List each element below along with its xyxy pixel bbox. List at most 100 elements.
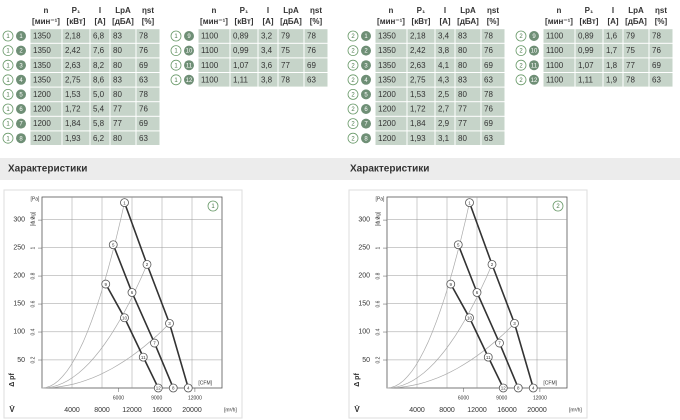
point-label: 7 <box>498 341 501 346</box>
variant-number: 2 <box>351 49 355 55</box>
row-marker <box>184 60 194 71</box>
x-label: V̇ <box>9 405 15 414</box>
table-cell <box>62 116 90 131</box>
operating-point <box>465 313 474 323</box>
y2-tick-label: 0.2 <box>375 356 381 363</box>
point-label: 2 <box>146 262 149 267</box>
table-value: 1,9 <box>606 75 618 84</box>
x-tick-label: 8000 <box>94 407 110 414</box>
table-value: 4,1 <box>438 61 450 70</box>
x2-tick-label: 6000 <box>458 395 469 401</box>
y-tick-label: 150 <box>13 301 25 308</box>
table-cell <box>375 87 407 102</box>
table-value: 2,63 <box>65 61 81 70</box>
system-curve <box>386 264 493 389</box>
row-number: 9 <box>187 34 191 40</box>
operating-point <box>127 288 137 297</box>
table-cell <box>623 29 649 43</box>
table-value: 1100 <box>201 61 219 70</box>
table-cell <box>304 73 328 87</box>
table-cell <box>407 29 435 43</box>
table-cell <box>375 73 407 87</box>
variant-marker <box>515 74 527 86</box>
operating-point <box>101 279 111 289</box>
table-cell <box>575 58 603 72</box>
table-cell <box>481 73 505 87</box>
table-value: 2,42 <box>65 46 81 55</box>
point-label: 6 <box>476 290 479 295</box>
table-cell <box>455 87 481 102</box>
badge <box>552 200 564 212</box>
table-cell <box>62 131 90 145</box>
variant-number: 2 <box>351 122 355 128</box>
table-value: 2,63 <box>410 61 426 70</box>
table-value: 1,6 <box>606 32 618 41</box>
row-marker <box>16 118 26 129</box>
operating-point <box>120 198 129 208</box>
table-value: 2,18 <box>65 32 81 41</box>
table-cell <box>435 58 455 72</box>
column-header: P₁ <box>240 6 249 15</box>
table-value: 1200 <box>33 90 51 99</box>
x-unit: [m³/h] <box>224 407 237 413</box>
table-cell <box>258 29 278 43</box>
operating-point <box>120 313 129 323</box>
operating-point <box>498 383 508 393</box>
column-header: [кВт] <box>580 17 599 26</box>
y2-tick-label: 1 <box>30 246 36 249</box>
point-label: 9 <box>104 282 107 287</box>
x-tick-label: 8000 <box>439 407 455 414</box>
column-header: [%] <box>142 17 155 26</box>
table-value: 77 <box>113 105 122 114</box>
table-cell <box>603 73 623 87</box>
fan-curve <box>457 244 520 389</box>
table-cell <box>375 131 407 145</box>
column-header: n <box>389 6 394 15</box>
table-value: 79 <box>281 32 290 41</box>
variant-marker <box>2 103 14 115</box>
badge-label: 1 <box>211 204 215 210</box>
table-cell <box>198 73 230 87</box>
variant-number: 1 <box>174 78 178 84</box>
variant-number: 2 <box>351 136 355 142</box>
row-marker <box>361 104 371 114</box>
operating-point <box>472 288 482 297</box>
column-header: [кВт] <box>235 17 254 26</box>
operating-point <box>142 260 152 269</box>
table-cell <box>455 58 481 72</box>
table-value: 5,4 <box>93 105 105 114</box>
table-value: 3,1 <box>438 134 450 143</box>
table-value: 78 <box>626 75 635 84</box>
table-value: 80 <box>458 61 467 70</box>
variant-marker <box>170 74 182 86</box>
table-value: 77 <box>113 119 122 128</box>
row-marker <box>184 74 194 85</box>
operating-point <box>165 318 174 328</box>
table-value: 80 <box>458 134 467 143</box>
table-value: 75 <box>281 46 290 55</box>
system-curve <box>41 323 170 389</box>
table-cell <box>407 43 435 58</box>
point-label: 3 <box>513 321 516 326</box>
table-value: 2,75 <box>410 75 426 84</box>
table-cell <box>110 131 136 145</box>
table-value: 1350 <box>378 61 396 70</box>
variant-number: 1 <box>6 78 10 84</box>
table-value: 1,8 <box>606 61 618 70</box>
row-number: 3 <box>364 63 368 69</box>
table-value: 1200 <box>378 119 396 128</box>
table-value: 1350 <box>33 61 51 70</box>
point-label: 1 <box>468 200 471 205</box>
table-value: 3,4 <box>438 32 450 41</box>
row-number: 5 <box>19 92 23 98</box>
table-cell <box>90 58 110 72</box>
point-label: 1 <box>123 200 126 205</box>
table-cell <box>258 58 278 72</box>
table-value: 80 <box>458 90 467 99</box>
x-tick-label: 4000 <box>409 407 425 414</box>
table-value: 78 <box>139 90 148 99</box>
table-cell <box>110 43 136 58</box>
table-value: 1200 <box>33 105 51 114</box>
y2-unit: [in wg] <box>375 211 381 226</box>
table-cell <box>375 29 407 43</box>
